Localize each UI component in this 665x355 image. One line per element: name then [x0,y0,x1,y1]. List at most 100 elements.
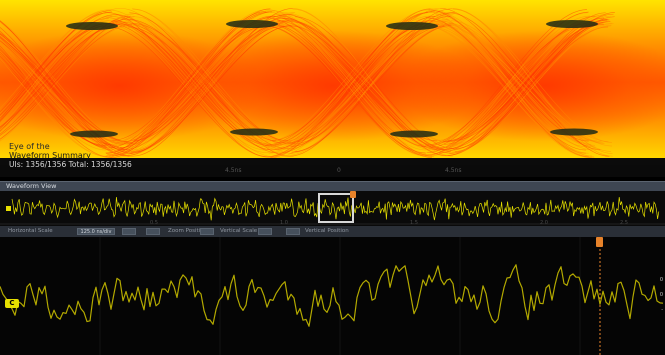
waveform-view-header: Waveform View [0,181,665,191]
right-axis-label: 0 [659,292,663,298]
eye-transition-trace [112,19,273,151]
eye-transition-trace [0,14,116,122]
eye-transition-trace [425,25,586,154]
eye-transition-trace [430,8,591,158]
eye-opening-bottom [550,128,598,136]
overview-tick: 1.0 [280,220,288,226]
eye-transition-trace [270,8,431,158]
eye-transition-trace [429,22,590,146]
eye-transition-trace [131,8,292,143]
waveform-overview[interactable]: 0.5 1.0 1.5 2.0 2.5 [0,191,665,226]
eye-transition-trace [0,43,111,158]
eye-transition-trace [108,26,269,158]
eye-transition-trace [0,58,106,157]
horizontal-scale-increase-button[interactable] [146,228,160,235]
vertical-scale-decrease-button[interactable] [258,228,272,235]
horizontal-scale-decrease-button[interactable] [122,228,136,235]
eye-transition-trace [106,9,267,147]
eye-transition-trace [453,23,614,145]
eye-transition-trace [426,9,587,147]
overview-channel-marker[interactable] [6,206,11,211]
zoomed-waveform-pane[interactable]: C 0 0 - [0,237,665,355]
time-axis-strip: 4.5ns 0 4.5ns [0,165,665,177]
eye-transition-trace [0,45,116,141]
right-axis-label: 0 [659,277,663,283]
overview-trace-line [11,197,660,221]
eye-transition-trace [283,22,444,144]
right-axis-label: - [661,307,663,313]
eye-transition-trace [124,25,285,144]
vertical-scale-increase-button[interactable] [286,228,300,235]
eye-opening-bottom [70,130,118,138]
eye-transition-trace [288,24,449,142]
eye-transition-trace [0,9,109,109]
overview-tick: 2.0 [540,220,548,226]
eye-transition-trace [120,7,281,151]
eye-bottom-band [0,158,665,165]
eye-transition-trace [444,25,605,144]
horizontal-scale-label: Horizontal Scale [8,228,53,234]
overview-trace [0,197,665,225]
eye-transition-trace [0,19,113,123]
eye-transition-trace [130,21,291,151]
zoom-scale-bar: Horizontal Scale 125.0 ns/div Zoom Posit… [0,226,665,237]
eye-transition-trace [290,15,451,147]
eye-transition-trace [0,58,109,158]
eye-transition-trace [440,7,601,151]
eye-opening-top [546,20,598,28]
eye-transition-trace [291,25,452,153]
eye-transition-trace [292,8,453,154]
eye-transition-trace [0,7,121,128]
eye-info-line-1: Eye of the [9,142,50,151]
eye-transition-trace [0,11,112,113]
eye-info-line-2: Waveform Summary [9,151,91,160]
eye-transition-trace [115,14,276,148]
vertical-scale-label: Vertical Scale [220,228,258,234]
ui-count-readout: UIs: 1356/1356 Total: 1356/1356 [9,160,132,169]
eye-opening-bottom [390,130,438,138]
eye-transition-trace [0,13,134,131]
zoom-window-box[interactable] [318,193,354,223]
eye-transition-trace [0,15,119,128]
overview-cursor-marker-icon[interactable] [350,191,356,198]
eye-transition-trace [132,8,293,154]
waveform-view-title: Waveform View [6,182,57,190]
eye-transition-trace [0,10,112,116]
eye-transition-trace [127,18,288,141]
eye-transition-trace [0,25,131,142]
eye-transition-trace [123,22,284,144]
eye-transition-trace [265,21,426,157]
eye-diagram-overlay [0,7,665,165]
eye-transition-trace [123,23,284,144]
eye-transition-trace [127,19,288,143]
eye-transition-trace [0,16,135,140]
eye-transition-trace [428,26,589,158]
eye-transition-trace [0,51,107,148]
time-tick-label: 4.5ns [225,167,242,174]
eye-transition-trace [293,13,454,141]
eye-diagram-pane[interactable]: Eye of the Waveform Summary [0,0,665,165]
eye-opening-top [386,22,438,30]
eye-transition-trace [108,11,269,149]
eye-transition-trace [0,41,116,150]
eye-transition-trace [107,12,268,157]
eye-opening-top [226,20,278,28]
eye-transition-trace [105,25,266,154]
eye-transition-trace [443,22,604,144]
eye-transition-trace [280,7,441,151]
overview-tick: 2.5 [620,220,628,226]
eye-transition-trace [452,8,613,154]
horizontal-scale-field[interactable]: 125.0 ns/div [77,228,115,235]
eye-transition-trace [291,24,452,147]
eye-transition-trace [121,17,282,148]
eye-opening-bottom [230,128,278,136]
eye-transition-trace [428,11,589,149]
zoom-position-field[interactable] [200,228,214,235]
cursor-marker-icon[interactable] [596,237,603,247]
eye-transition-trace [0,11,106,116]
eye-transition-trace [266,9,427,147]
channel-label-badge[interactable]: C [5,299,19,308]
eye-transition-trace [268,9,429,142]
zoomed-trace [0,237,664,355]
zoom-position-label: Zoom Position [168,228,208,234]
